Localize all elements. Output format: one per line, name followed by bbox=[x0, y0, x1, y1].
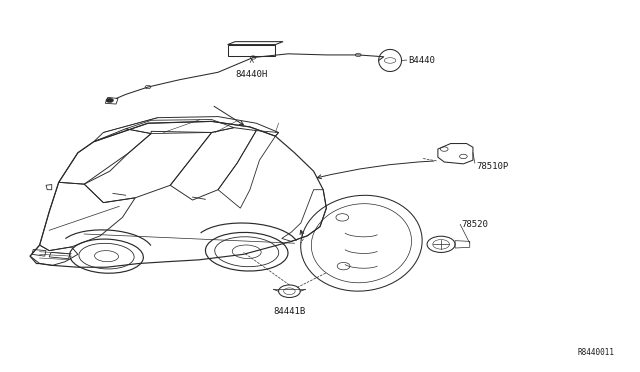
Text: 78510P: 78510P bbox=[476, 162, 508, 171]
Text: B4440: B4440 bbox=[408, 55, 435, 65]
Text: R8440011: R8440011 bbox=[577, 349, 614, 357]
Text: 78520: 78520 bbox=[461, 220, 488, 229]
Text: 84441B: 84441B bbox=[273, 307, 305, 316]
Text: 84440H: 84440H bbox=[236, 70, 268, 80]
Circle shape bbox=[106, 98, 113, 103]
